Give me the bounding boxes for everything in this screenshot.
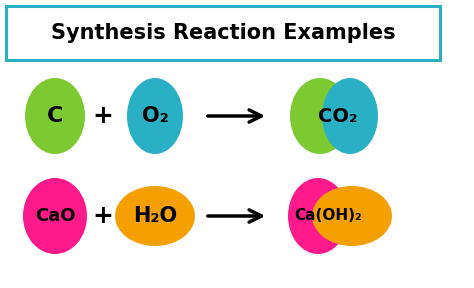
Text: H₂O: H₂O [133,206,177,226]
Text: CaO: CaO [35,207,75,225]
Ellipse shape [312,186,392,246]
Text: +: + [92,104,113,128]
Ellipse shape [23,178,87,254]
Ellipse shape [322,78,378,154]
Ellipse shape [290,78,350,154]
Text: Synthesis Reaction Examples: Synthesis Reaction Examples [51,23,395,43]
Ellipse shape [25,78,85,154]
Ellipse shape [288,178,348,254]
Ellipse shape [127,78,183,154]
Text: CO₂: CO₂ [318,107,358,126]
FancyBboxPatch shape [6,6,440,60]
Text: Ca(OH)₂: Ca(OH)₂ [294,209,362,223]
Text: +: + [92,204,113,228]
Ellipse shape [115,186,195,246]
Text: O₂: O₂ [142,106,168,126]
Text: C: C [47,106,63,126]
